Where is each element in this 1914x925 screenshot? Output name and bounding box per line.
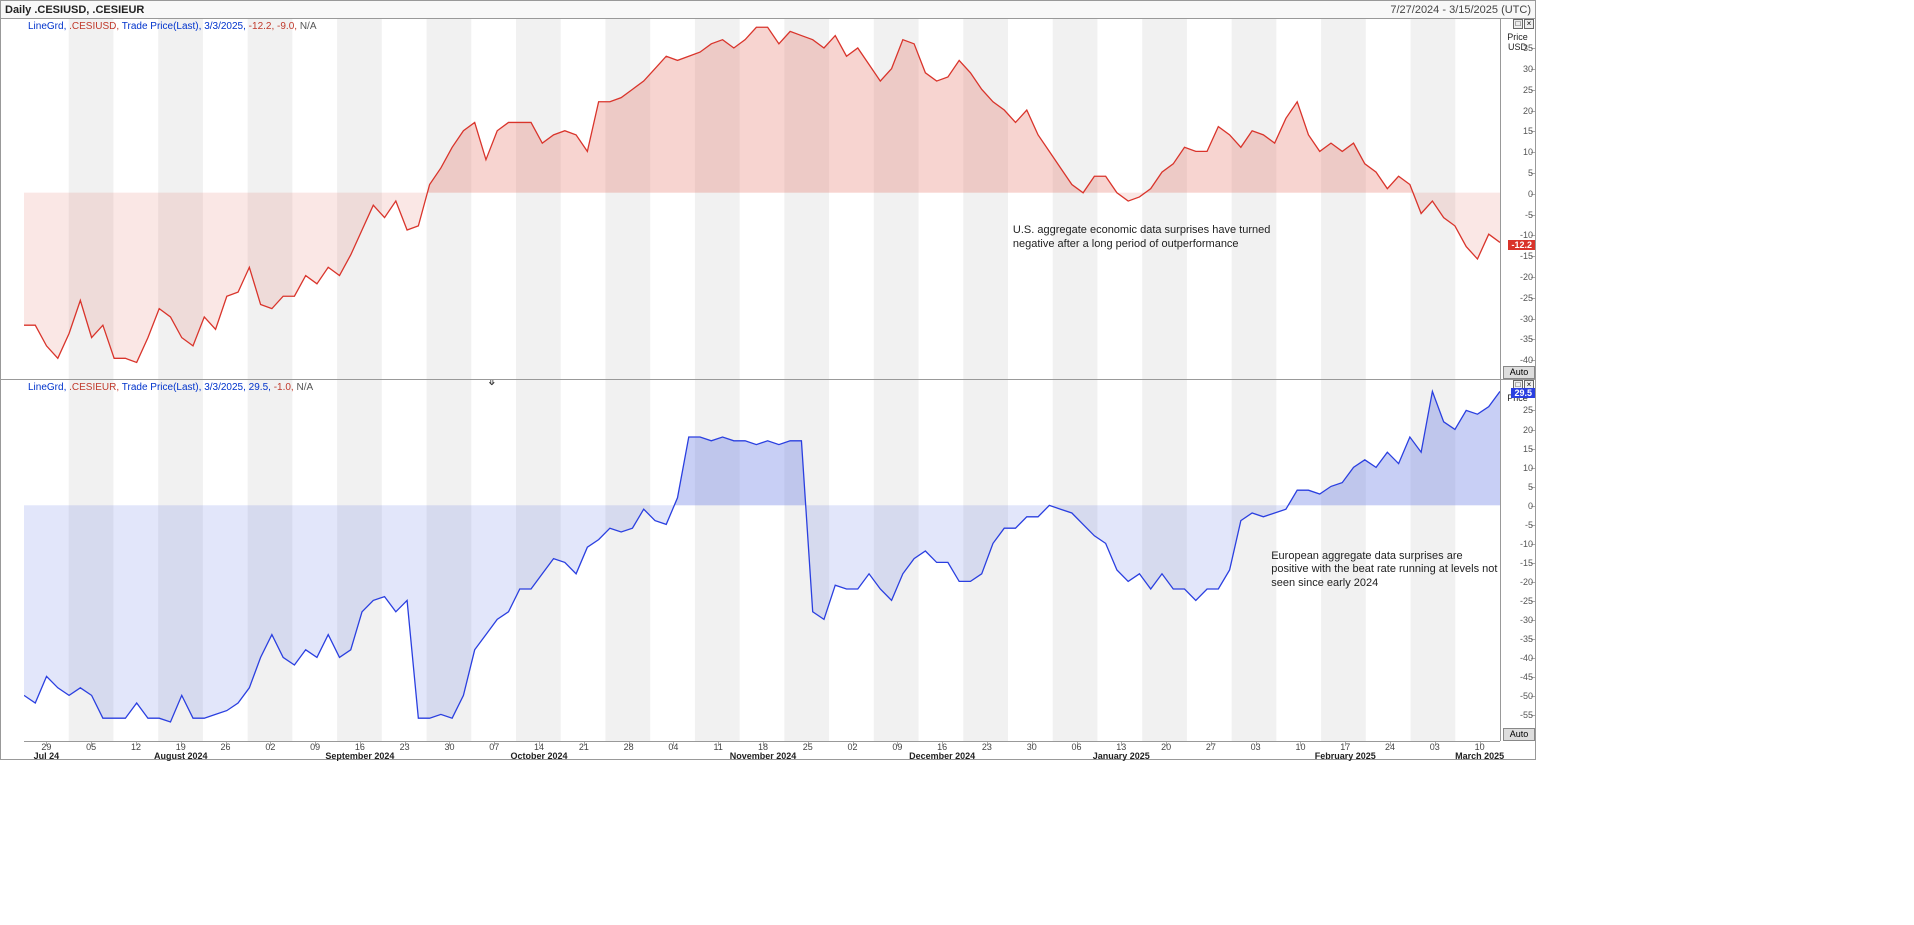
plot-area-eur[interactable]: LineGrd, .CESIEUR, Trade Price(Last), 3/… <box>24 380 1500 741</box>
y-tick-label: 10 <box>1523 147 1533 157</box>
y-tick-label: 35 <box>1523 43 1533 53</box>
x-tick-label: 10 <box>1295 742 1305 752</box>
y-tick-label: -35 <box>1520 334 1533 344</box>
x-axis: 2905121926020916233007142128041118250209… <box>24 741 1500 759</box>
chart-container: Daily .CESIUSD, .CESIEUR 7/27/2024 - 3/1… <box>0 0 1536 760</box>
y-tick-label: -15 <box>1520 251 1533 261</box>
x-tick-label: 12 <box>131 742 141 752</box>
y-tick-label: -5 <box>1525 520 1533 530</box>
panel-usd[interactable]: LineGrd, .CESIUSD, Trade Price(Last), 3/… <box>1 19 1535 380</box>
x-month-label: September 2024 <box>325 751 394 761</box>
panel-corner-buttons: □ × <box>1500 19 1535 31</box>
y-tick-label: 25 <box>1523 85 1533 95</box>
restore-icon[interactable]: □ <box>1513 19 1523 29</box>
x-tick-label: 28 <box>624 742 634 752</box>
y-tick-label: 20 <box>1523 425 1533 435</box>
y-tick-label: -20 <box>1520 577 1533 587</box>
y-tick-label: -40 <box>1520 355 1533 365</box>
y-tick-label: 30 <box>1523 64 1533 74</box>
x-tick-label: 23 <box>400 742 410 752</box>
plot-area-usd[interactable]: LineGrd, .CESIUSD, Trade Price(Last), 3/… <box>24 19 1500 379</box>
x-tick-label: 03 <box>1251 742 1261 752</box>
y-tick-label: 0 <box>1528 189 1533 199</box>
y-tick-label: 5 <box>1528 482 1533 492</box>
y-axis-eur: □ × Price Auto -55-50-45-40-35-30-25-20-… <box>1500 380 1535 741</box>
x-month-label: August 2024 <box>154 751 208 761</box>
y-tick-label: 25 <box>1523 405 1533 415</box>
x-tick-label: 02 <box>265 742 275 752</box>
x-tick-label: 26 <box>221 742 231 752</box>
x-tick-label: 21 <box>579 742 589 752</box>
x-tick-label: 23 <box>982 742 992 752</box>
annotation-eur: European aggregate data surprises are po… <box>1271 550 1500 591</box>
x-tick-label: 09 <box>892 742 902 752</box>
current-value-badge: -12.2 <box>1508 240 1535 250</box>
x-tick-label: 06 <box>1071 742 1081 752</box>
panels-area: LineGrd, .CESIUSD, Trade Price(Last), 3/… <box>1 19 1535 741</box>
y-tick-label: -30 <box>1520 615 1533 625</box>
y-axis-usd: □ × Price USD Auto -40-35-30-25-20-15-10… <box>1500 19 1535 379</box>
auto-scale-button[interactable]: Auto <box>1503 728 1535 741</box>
header-bar: Daily .CESIUSD, .CESIEUR 7/27/2024 - 3/1… <box>1 1 1535 19</box>
x-tick-label: 30 <box>1027 742 1037 752</box>
series-legend-usd: LineGrd, .CESIUSD, Trade Price(Last), 3/… <box>28 21 317 32</box>
x-month-label: March 2025 <box>1455 751 1504 761</box>
y-tick-label: -10 <box>1520 539 1533 549</box>
y-tick-label: -35 <box>1520 634 1533 644</box>
y-tick-label: 20 <box>1523 106 1533 116</box>
panel-divider-icon[interactable]: ⇕ <box>486 380 497 389</box>
x-tick-label: 02 <box>848 742 858 752</box>
x-month-label: January 2025 <box>1093 751 1150 761</box>
x-tick-label: 27 <box>1206 742 1216 752</box>
chart-title: Daily .CESIUSD, .CESIEUR <box>5 4 144 16</box>
x-tick-label: 09 <box>310 742 320 752</box>
x-month-label: October 2024 <box>511 751 568 761</box>
x-tick-label: 03 <box>1430 742 1440 752</box>
date-range: 7/27/2024 - 3/15/2025 (UTC) <box>1390 4 1531 16</box>
series-legend-eur: LineGrd, .CESIEUR, Trade Price(Last), 3/… <box>28 382 313 393</box>
x-month-label: Jul 24 <box>34 751 60 761</box>
y-tick-label: -30 <box>1520 314 1533 324</box>
x-tick-label: 11 <box>714 742 723 752</box>
close-icon[interactable]: × <box>1524 19 1534 29</box>
annotation-usd: U.S. aggregate economic data surprises h… <box>1013 224 1293 252</box>
x-month-label: December 2024 <box>909 751 975 761</box>
y-tick-label: -40 <box>1520 653 1533 663</box>
y-tick-label: -5 <box>1525 210 1533 220</box>
y-tick-label: -20 <box>1520 272 1533 282</box>
x-tick-label: 20 <box>1161 742 1171 752</box>
x-tick-label: 30 <box>444 742 454 752</box>
y-tick-label: -25 <box>1520 596 1533 606</box>
y-tick-label: -15 <box>1520 558 1533 568</box>
x-month-label: February 2025 <box>1315 751 1376 761</box>
y-tick-label: 10 <box>1523 463 1533 473</box>
y-tick-label: -55 <box>1520 710 1533 720</box>
auto-scale-button[interactable]: Auto <box>1503 366 1535 379</box>
x-tick-label: 04 <box>668 742 678 752</box>
x-tick-label: 05 <box>86 742 96 752</box>
y-tick-label: -45 <box>1520 672 1533 682</box>
y-tick-label: -25 <box>1520 293 1533 303</box>
x-tick-label: 07 <box>489 742 499 752</box>
y-tick-label: 15 <box>1523 126 1533 136</box>
current-value-badge: 29.5 <box>1511 388 1535 398</box>
panel-eur[interactable]: LineGrd, .CESIEUR, Trade Price(Last), 3/… <box>1 380 1535 741</box>
y-tick-label: 5 <box>1528 168 1533 178</box>
x-tick-label: 24 <box>1385 742 1395 752</box>
x-tick-label: 25 <box>803 742 813 752</box>
y-tick-label: 15 <box>1523 444 1533 454</box>
y-tick-label: 0 <box>1528 501 1533 511</box>
y-tick-label: -50 <box>1520 691 1533 701</box>
x-month-label: November 2024 <box>730 751 797 761</box>
